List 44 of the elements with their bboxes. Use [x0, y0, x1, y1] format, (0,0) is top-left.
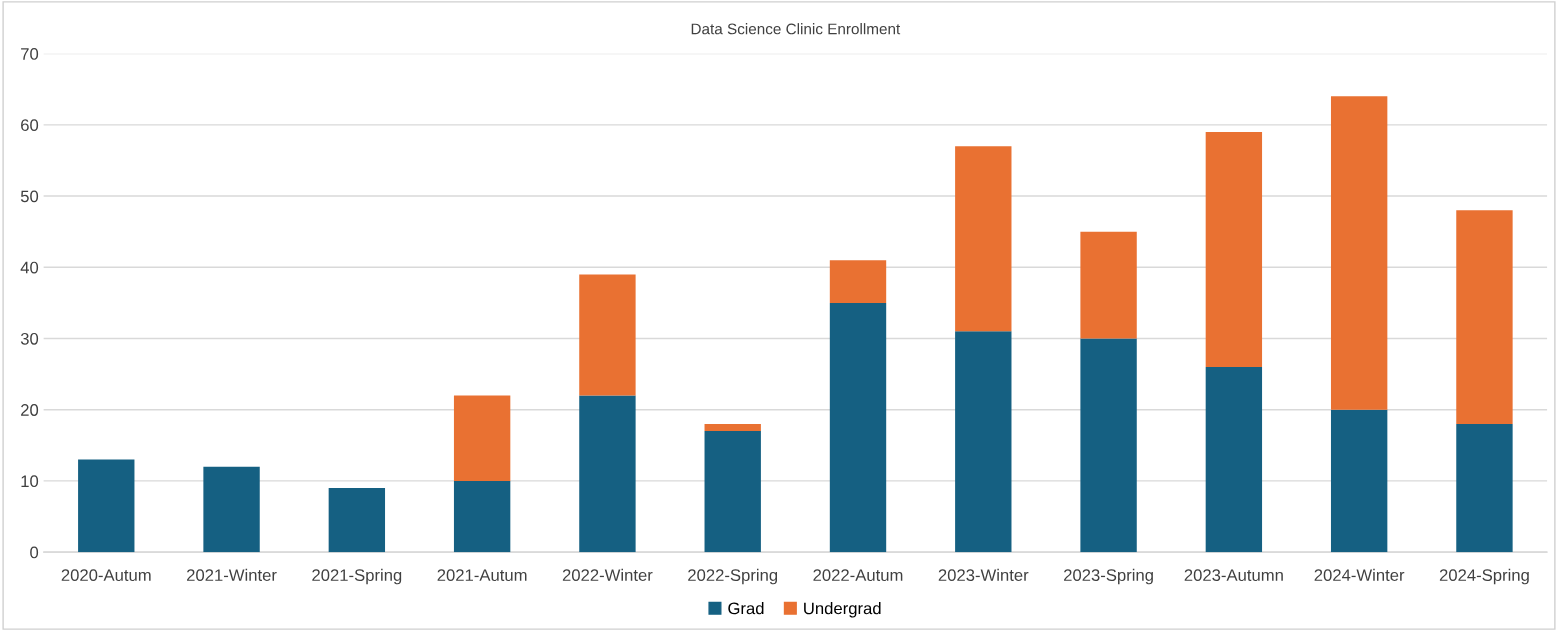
- bar: [78, 459, 135, 553]
- bar: [328, 488, 386, 553]
- x-tick-label: 2021-Spring: [312, 568, 402, 585]
- x-tick-label: 2020-Autum: [61, 569, 151, 582]
- bar: [829, 260, 887, 303]
- legend-label: Undergrad: [804, 602, 881, 618]
- x-tick-label: 2023-Winter: [938, 568, 1029, 582]
- bar: [1080, 338, 1137, 553]
- bar: [1330, 409, 1388, 553]
- x-tick-label: 2024-Winter: [1314, 568, 1405, 582]
- bar: [1456, 210, 1513, 424]
- y-tick-label: 30: [20, 332, 39, 345]
- x-tick-label: 2021-Autum: [437, 569, 527, 582]
- bar: [829, 302, 887, 553]
- bar: [955, 331, 1012, 553]
- y-tick-label: 40: [20, 261, 39, 274]
- x-tick-label: 2022-Winter: [562, 568, 653, 582]
- x-tick-label: 2023-Spring: [1064, 568, 1153, 585]
- bar: [579, 274, 636, 396]
- bar: [1205, 366, 1263, 553]
- legend-label: Grad: [728, 602, 764, 615]
- y-tick-label: 0: [30, 546, 39, 559]
- y-tick-label: 10: [21, 475, 39, 488]
- x-tick-label: 2023-Autumn: [1184, 569, 1283, 582]
- bar: [1456, 423, 1513, 553]
- bar: [453, 395, 511, 481]
- chart-title: Data Science Clinic Enrollment: [691, 23, 901, 35]
- bar: [955, 146, 1012, 332]
- x-tick-label: 2021-Winter: [187, 568, 277, 582]
- x-tick-label: 2024-Spring: [1439, 568, 1529, 585]
- bar: [453, 480, 511, 553]
- bar: [1330, 96, 1388, 410]
- bar: [704, 431, 761, 553]
- bar: [704, 423, 761, 432]
- y-tick-label: 70: [21, 48, 39, 60]
- y-tick-label: 20: [21, 404, 39, 416]
- bar: [1080, 231, 1137, 339]
- y-tick-label: 60: [21, 119, 39, 132]
- bar: [203, 466, 260, 553]
- bar: [579, 395, 636, 553]
- x-tick-label: 2022-Spring: [688, 568, 778, 585]
- bar: [1205, 131, 1263, 367]
- x-tick-label: 2022-Autum: [813, 569, 903, 582]
- y-tick-label: 50: [20, 190, 39, 203]
